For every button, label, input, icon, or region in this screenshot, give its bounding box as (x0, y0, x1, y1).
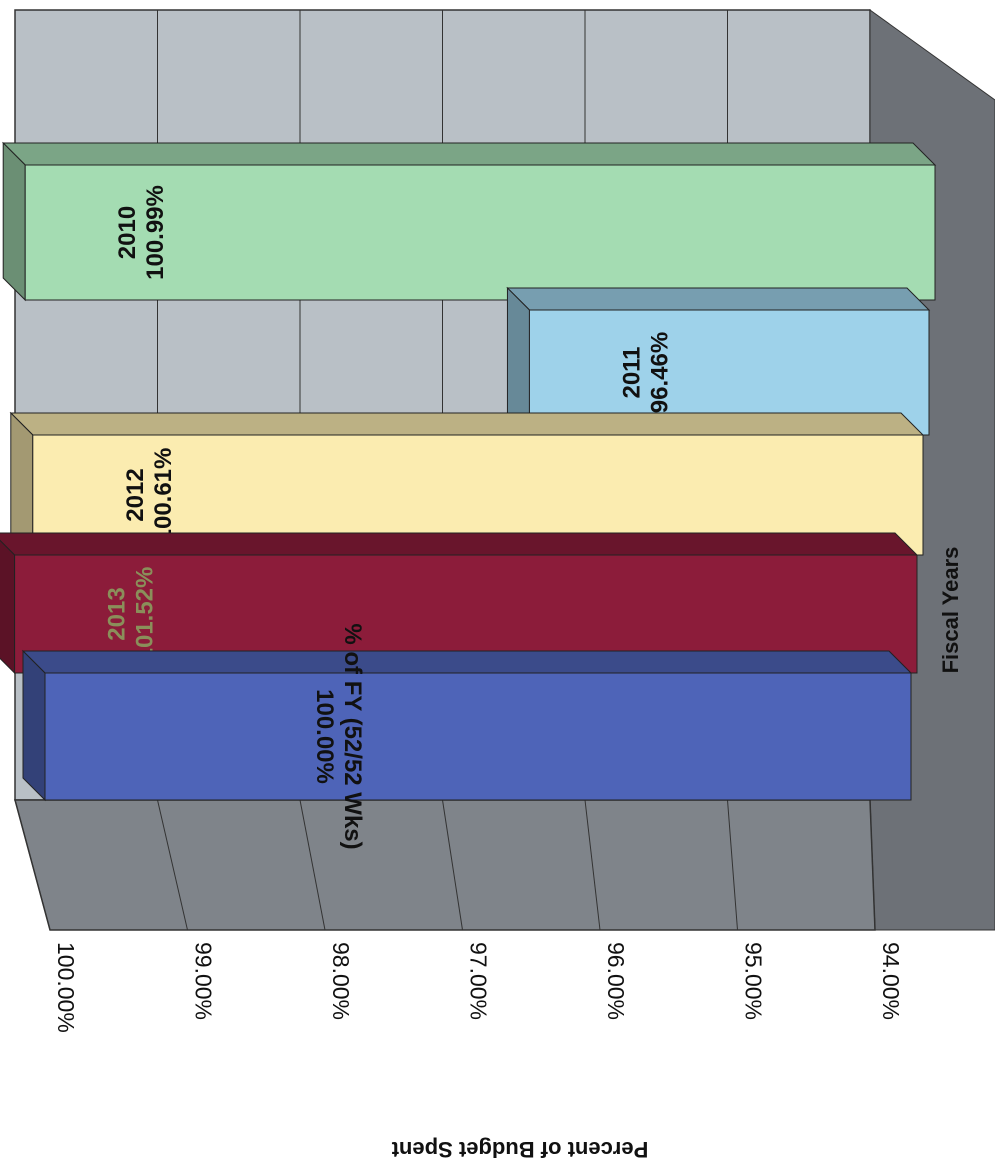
gridline-floor (14, 799, 51, 931)
gridline-floor (727, 799, 738, 931)
tick-label: 95.00% (741, 942, 767, 1020)
tick-label: 98.00% (328, 942, 354, 1020)
gridline-floor (584, 799, 601, 931)
tick-label: 99.00% (191, 942, 217, 1020)
bar-top-face (0, 532, 919, 556)
gridline-floor (157, 799, 188, 931)
x-axis-title: Fiscal Years (938, 547, 963, 674)
bar-year-label: 2013 (104, 587, 131, 640)
gridline-floor (299, 799, 326, 931)
bar-side-face (0, 539, 16, 675)
bar-fy: % of FY (52/52 Wks)100.00% (21, 623, 913, 850)
bar-top-face (9, 412, 925, 436)
value-axis-ticks: 100.00% 99.00% 98.00% 97.00% 96.00% 95.00% 94.… (53, 942, 904, 1033)
bar-top-face (21, 650, 913, 674)
tick-label: 97.00% (466, 942, 492, 1020)
bar-value-label: 100.99% (142, 185, 169, 280)
tick-label: 96.00% (603, 942, 629, 1020)
bar-fy-value-label: 100.00% (311, 689, 338, 784)
gridline-floor (869, 799, 876, 931)
bar-year-label: 2012 (122, 468, 149, 521)
bar-year-label: 2010 (114, 206, 141, 259)
bar-front-face (44, 672, 912, 801)
bar-front-face (24, 164, 936, 301)
bar-fy-label: % of FY (52/52 Wks) (339, 623, 366, 849)
y-axis-title: Percent of Budget Spent (391, 1137, 648, 1162)
bar-side-face (2, 141, 26, 302)
tick-label: 100.00% (53, 942, 79, 1033)
bar-top-face (1, 142, 937, 166)
gridline-floor (442, 799, 463, 931)
bar-2010: 2010 100.99% (1, 141, 937, 302)
tick-label: 94.00% (878, 942, 904, 1020)
bars-group: 2010 100.99% 2011 96.46% 2012 100.61% 2013 101.… (0, 141, 937, 850)
bar-value-label: 100.61% (150, 448, 177, 543)
bar-year-label: 2011 (618, 346, 645, 398)
bar-top-face (506, 287, 931, 311)
bar-value-label: 101.52% (132, 567, 159, 662)
bar-value-label: 96.46% (646, 332, 673, 413)
bar-side-face (22, 649, 46, 802)
